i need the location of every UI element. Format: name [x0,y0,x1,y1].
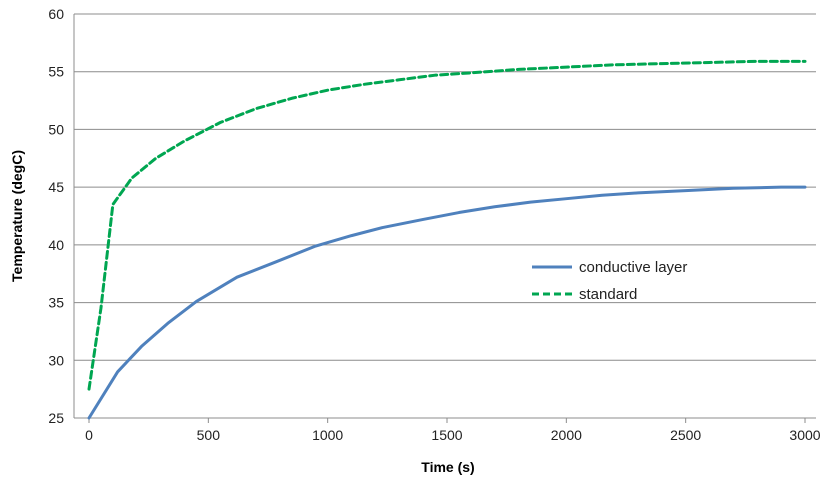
x-tick-label: 0 [85,427,93,443]
y-tick-label: 45 [48,179,64,195]
grid-layer [74,13,816,419]
x-tick-label: 2000 [551,427,582,443]
y-tick-label: 50 [48,121,64,137]
axis-layer [73,14,816,423]
tick-layer: 25 30 35 40 45 50 55 60 0 500 1000 1500 2000 2500 3000 [48,6,820,443]
y-tick-label: 55 [48,64,64,80]
legend-label-standard: standard [579,286,637,303]
y-tick-label: 60 [48,6,64,22]
x-tick-label: 1500 [431,427,462,443]
series-line-standard [87,59,807,391]
y-tick-label: 40 [48,237,64,253]
legend: conductive layer standard [532,259,687,303]
x-tick-label: 1000 [312,427,343,443]
x-tick-label: 2500 [670,427,701,443]
legend-label-conductive-layer: conductive layer [579,259,687,276]
y-tick-label: 35 [48,295,64,311]
x-tick-label: 3000 [789,427,820,443]
x-axis-title: Time (s) [421,459,474,475]
y-axis-title: Temperature (degC) [9,150,25,282]
y-tick-label: 30 [48,352,64,368]
series-layer [87,59,807,420]
x-tick-label: 500 [197,427,221,443]
y-tick-label: 25 [48,410,64,426]
series-line-conductive-layer [87,185,807,420]
